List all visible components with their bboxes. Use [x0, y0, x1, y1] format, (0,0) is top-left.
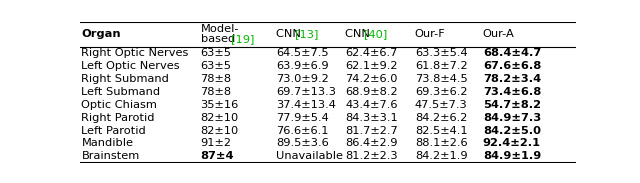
Text: 35±16: 35±16: [200, 100, 239, 110]
Text: 73.0±9.2: 73.0±9.2: [276, 74, 329, 84]
Text: 84.9±7.3: 84.9±7.3: [483, 113, 541, 123]
Text: CNN: CNN: [346, 29, 374, 39]
Text: Left Parotid: Left Parotid: [81, 126, 146, 136]
Text: Left Optic Nerves: Left Optic Nerves: [81, 61, 180, 71]
Text: 82.5±4.1: 82.5±4.1: [415, 126, 467, 136]
Text: Mandible: Mandible: [81, 139, 134, 148]
Text: Right Optic Nerves: Right Optic Nerves: [81, 48, 189, 58]
Text: 84.2±5.0: 84.2±5.0: [483, 126, 541, 136]
Text: 78.2±3.4: 78.2±3.4: [483, 74, 541, 84]
Text: CNN: CNN: [276, 29, 305, 39]
Text: 69.3±6.2: 69.3±6.2: [415, 87, 467, 97]
Text: Model-: Model-: [200, 24, 239, 34]
Text: 63±5: 63±5: [200, 48, 232, 58]
Text: 73.8±4.5: 73.8±4.5: [415, 74, 468, 84]
Text: 69.7±13.3: 69.7±13.3: [276, 87, 336, 97]
Text: Organ: Organ: [81, 29, 121, 39]
Text: 63.9±6.9: 63.9±6.9: [276, 61, 328, 71]
Text: 78±8: 78±8: [200, 87, 232, 97]
Text: 76.6±6.1: 76.6±6.1: [276, 126, 328, 136]
Text: 62.1±9.2: 62.1±9.2: [346, 61, 398, 71]
Text: 73.4±6.8: 73.4±6.8: [483, 87, 541, 97]
Text: Right Submand: Right Submand: [81, 74, 170, 84]
Text: 47.5±7.3: 47.5±7.3: [415, 100, 468, 110]
Text: 68.4±4.7: 68.4±4.7: [483, 48, 541, 58]
Text: 67.6±6.8: 67.6±6.8: [483, 61, 541, 71]
Text: based: based: [200, 34, 239, 44]
Text: 89.5±3.6: 89.5±3.6: [276, 139, 329, 148]
Text: 87±4: 87±4: [200, 151, 234, 161]
Text: 91±2: 91±2: [200, 139, 232, 148]
Text: Brainstem: Brainstem: [81, 151, 140, 161]
Text: [40]: [40]: [364, 29, 387, 39]
Text: 84.2±6.2: 84.2±6.2: [415, 113, 467, 123]
Text: Optic Chiasm: Optic Chiasm: [81, 100, 157, 110]
Text: 86.4±2.9: 86.4±2.9: [346, 139, 398, 148]
Text: 54.7±8.2: 54.7±8.2: [483, 100, 541, 110]
Text: Unavailable: Unavailable: [276, 151, 343, 161]
Text: 74.2±6.0: 74.2±6.0: [346, 74, 398, 84]
Text: 88.1±2.6: 88.1±2.6: [415, 139, 467, 148]
Text: Our-A: Our-A: [483, 29, 515, 39]
Text: 82±10: 82±10: [200, 113, 239, 123]
Text: 81.7±2.7: 81.7±2.7: [346, 126, 398, 136]
Text: [13]: [13]: [295, 29, 318, 39]
Text: 64.5±7.5: 64.5±7.5: [276, 48, 328, 58]
Text: 84.2±1.9: 84.2±1.9: [415, 151, 467, 161]
Text: 62.4±6.7: 62.4±6.7: [346, 48, 397, 58]
Text: 78±8: 78±8: [200, 74, 232, 84]
Text: Our-F: Our-F: [415, 29, 445, 39]
Text: 43.4±7.6: 43.4±7.6: [346, 100, 398, 110]
Text: Right Parotid: Right Parotid: [81, 113, 155, 123]
Text: 37.4±13.4: 37.4±13.4: [276, 100, 336, 110]
Text: 61.8±7.2: 61.8±7.2: [415, 61, 467, 71]
Text: [19]: [19]: [231, 34, 255, 44]
Text: 82±10: 82±10: [200, 126, 239, 136]
Text: 63±5: 63±5: [200, 61, 232, 71]
Text: 92.4±2.1: 92.4±2.1: [483, 139, 541, 148]
Text: 84.3±3.1: 84.3±3.1: [346, 113, 398, 123]
Text: 81.2±2.3: 81.2±2.3: [346, 151, 398, 161]
Text: 77.9±5.4: 77.9±5.4: [276, 113, 329, 123]
Text: 68.9±8.2: 68.9±8.2: [346, 87, 398, 97]
Text: 84.9±1.9: 84.9±1.9: [483, 151, 541, 161]
Text: 63.3±5.4: 63.3±5.4: [415, 48, 467, 58]
Text: Left Submand: Left Submand: [81, 87, 161, 97]
